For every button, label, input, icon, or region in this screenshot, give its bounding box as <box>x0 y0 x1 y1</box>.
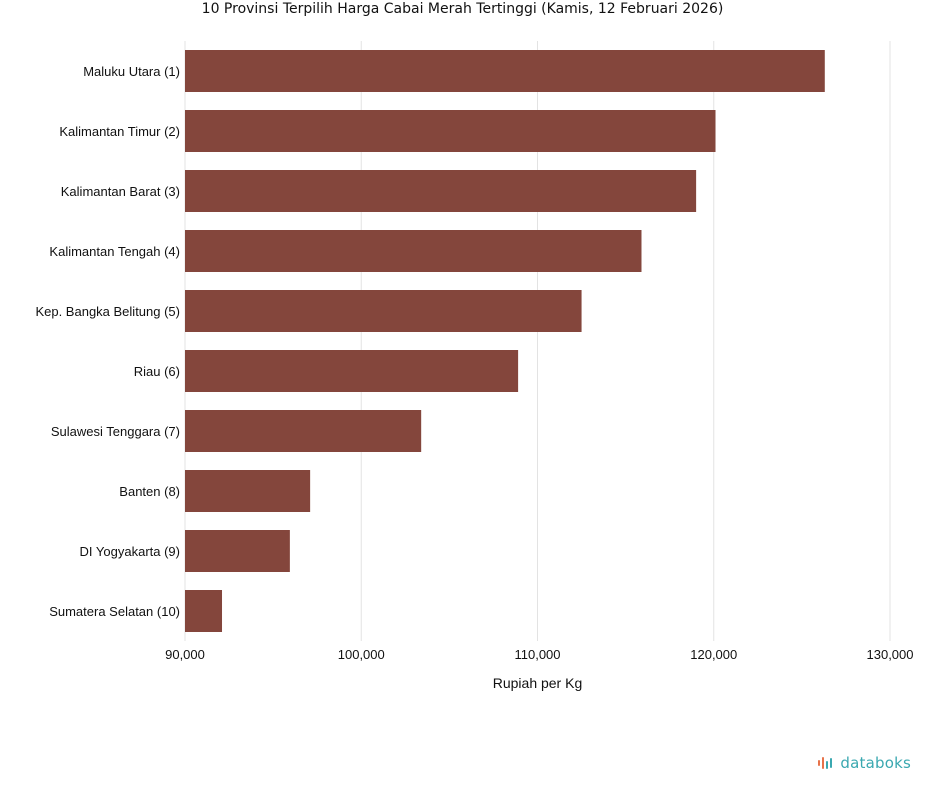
category-label: Kalimantan Timur (2) <box>59 124 180 139</box>
category-label: Maluku Utara (1) <box>83 64 180 79</box>
chart-title: 10 Provinsi Terpilih Harga Cabai Merah T… <box>201 1 724 17</box>
x-axis-title: Rupiah per Kg <box>493 675 583 691</box>
bar <box>185 230 642 272</box>
category-label: DI Yogyakarta (9) <box>80 544 180 559</box>
databoks-logo: databoks <box>817 754 911 772</box>
x-tick-label: 90,000 <box>165 647 205 662</box>
bar <box>185 50 825 92</box>
bar <box>185 590 223 632</box>
bar <box>185 410 422 452</box>
category-label: Sumatera Selatan (10) <box>49 604 180 619</box>
bar <box>185 290 582 332</box>
x-tick-label: 130,000 <box>867 647 914 662</box>
category-labels: Maluku Utara (1) Kalimantan Timur (2) Kali… <box>35 64 180 619</box>
bar <box>185 350 519 392</box>
category-label: Kalimantan Tengah (4) <box>49 244 180 259</box>
x-tick-label: 100,000 <box>338 647 385 662</box>
bar <box>185 110 716 152</box>
category-label: Riau (6) <box>134 364 180 379</box>
x-tick-label: 110,000 <box>514 647 560 662</box>
bars <box>185 50 825 632</box>
category-label: Kalimantan Barat (3) <box>61 184 180 199</box>
x-tick-label: 120,000 <box>690 647 737 662</box>
databoks-wordmark: databoks <box>840 754 911 772</box>
category-label: Banten (8) <box>119 484 180 499</box>
category-label: Kep. Bangka Belitung (5) <box>35 304 180 319</box>
category-label: Sulawesi Tenggara (7) <box>51 424 180 439</box>
x-tick-labels: 90,000 100,000 110,000 120,000 130,000 <box>165 647 913 662</box>
bar <box>185 470 311 512</box>
bar <box>185 170 697 212</box>
bar <box>185 530 290 572</box>
databoks-logo-icon <box>818 757 833 769</box>
